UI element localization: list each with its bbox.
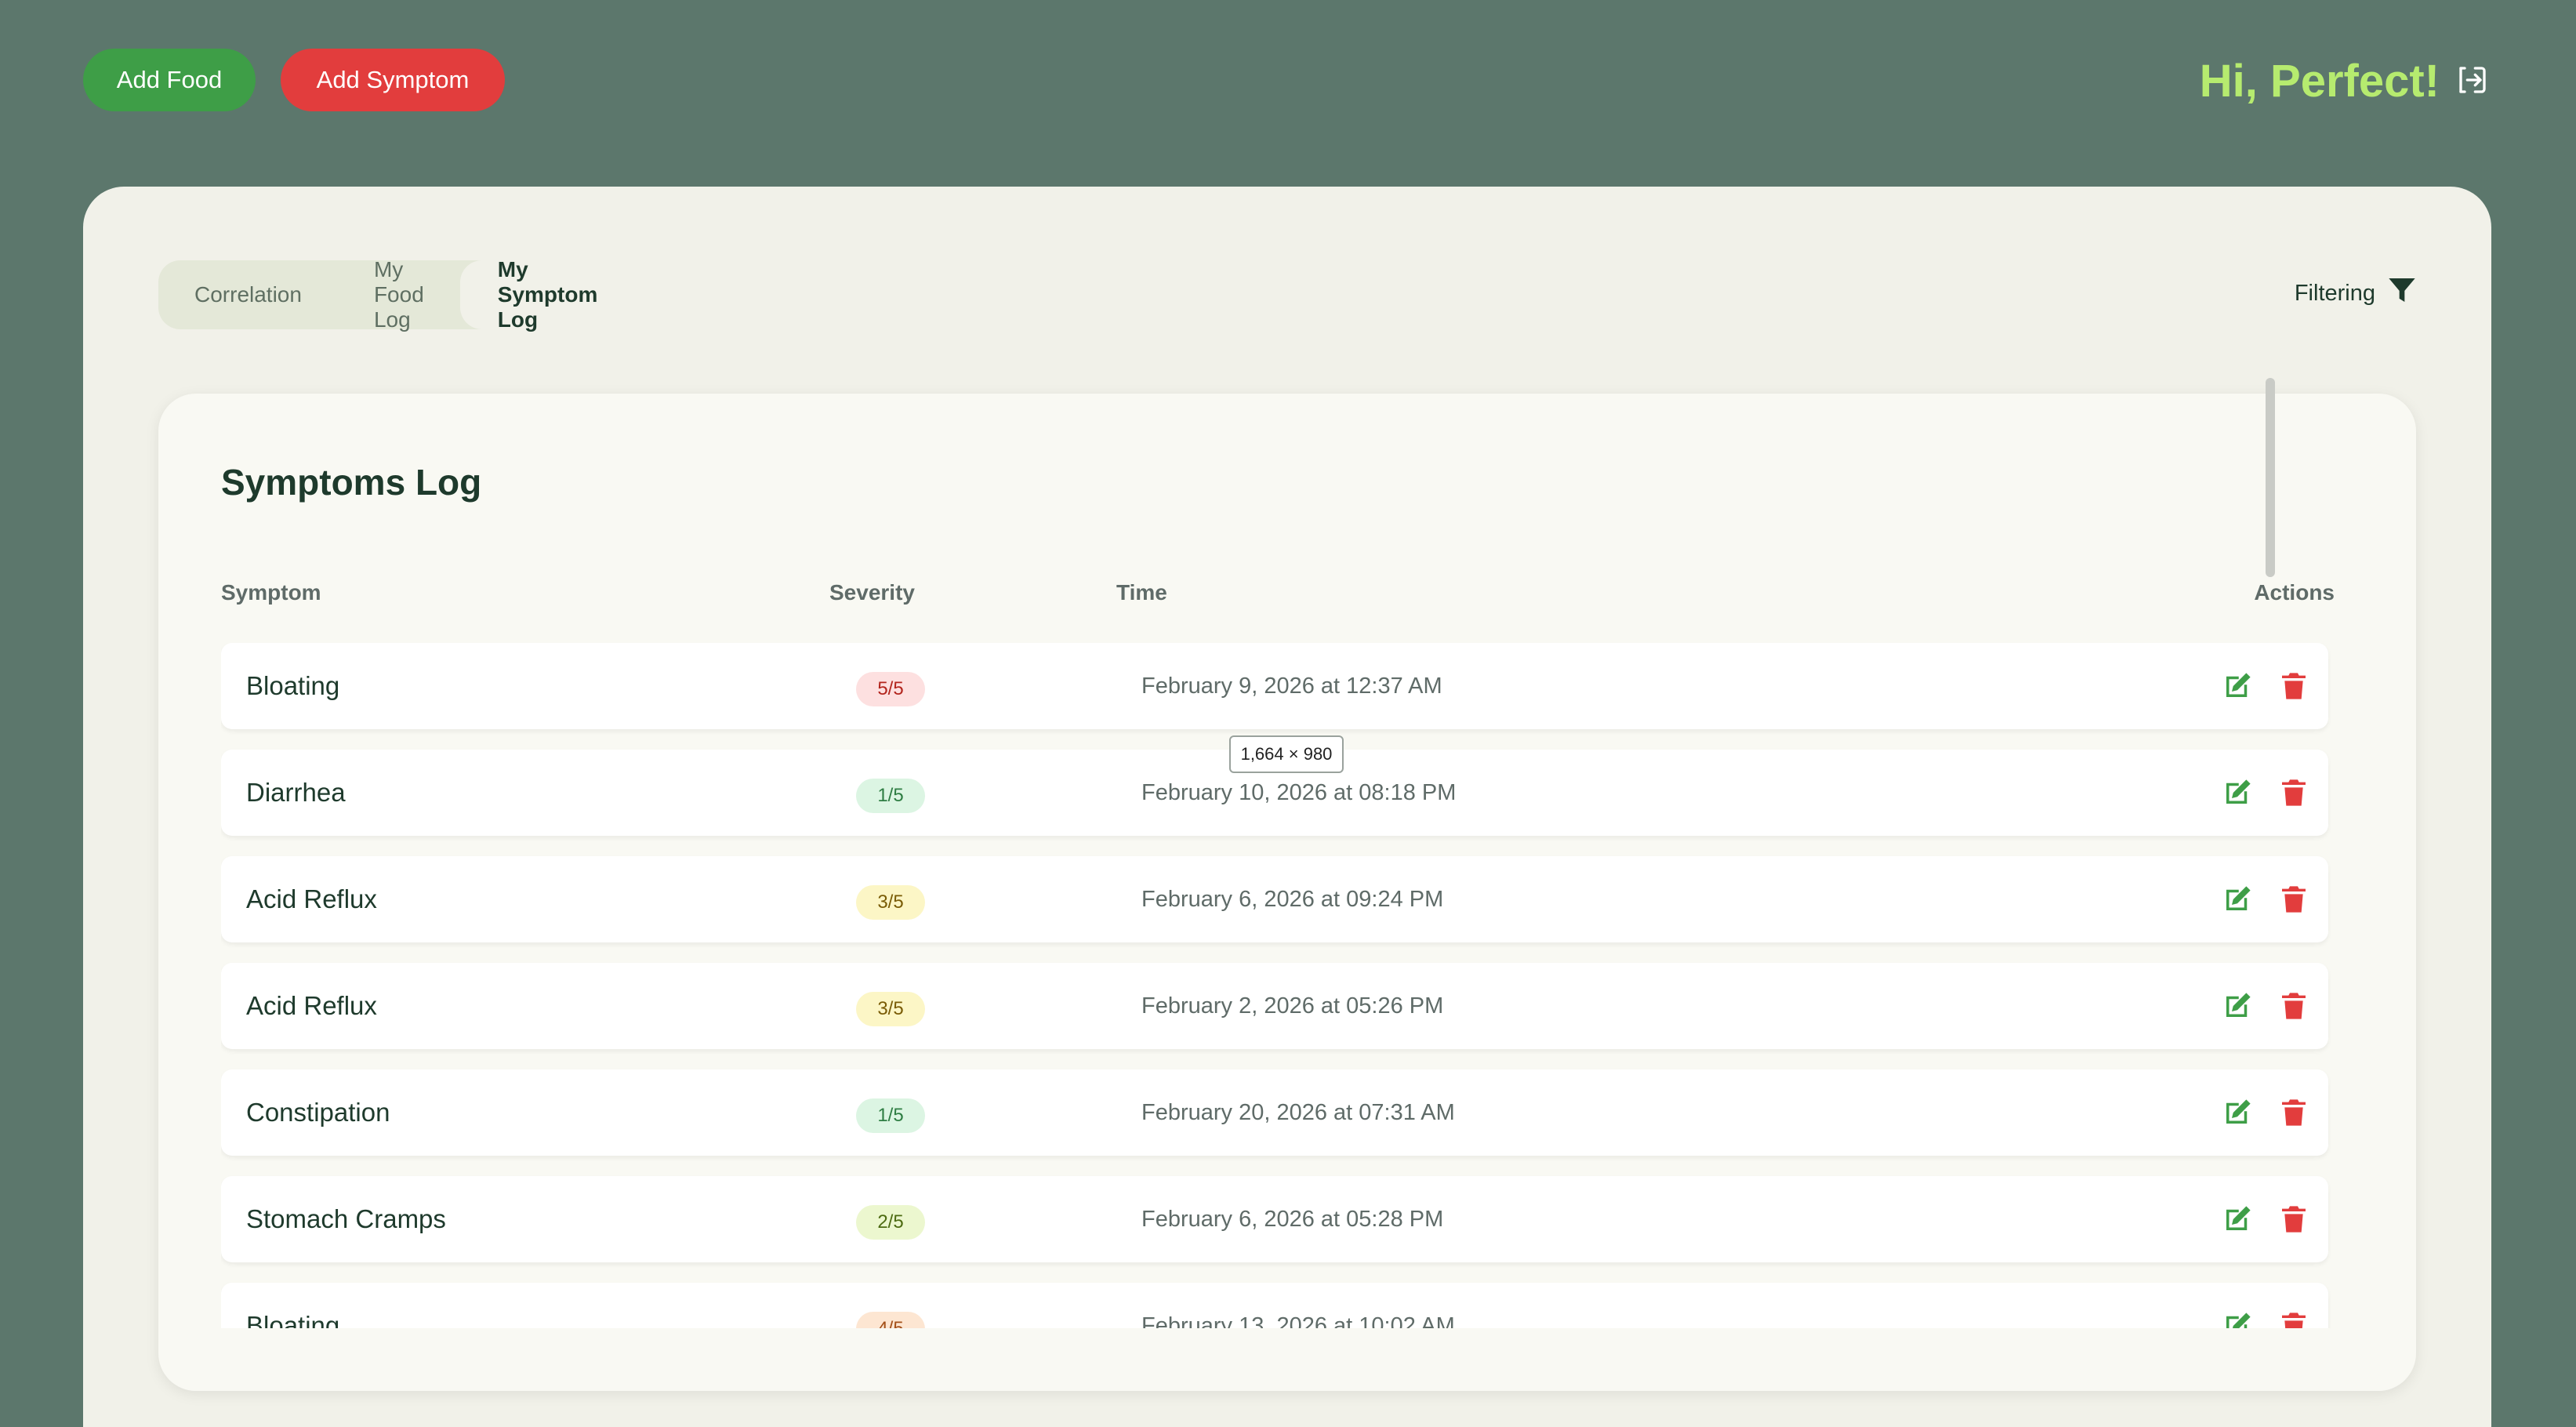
severity-badge: 3/5 — [856, 885, 925, 920]
symptom-name: Constipation — [246, 1098, 390, 1127]
edit-icon[interactable] — [2220, 882, 2255, 917]
trash-icon[interactable] — [2277, 1095, 2311, 1130]
edit-icon[interactable] — [2220, 775, 2255, 810]
table-body: Bloating 5/5 February 9, 2026 at 12:37 AM D… — [221, 643, 2335, 1328]
tab-correlation[interactable]: Correlation — [194, 282, 302, 307]
symptom-time: February 6, 2026 at 05:28 PM — [1141, 1206, 1444, 1232]
add-symptom-button[interactable]: Add Symptom — [281, 49, 505, 111]
edit-icon[interactable] — [2220, 1095, 2255, 1130]
symptom-time: February 13, 2026 at 10:02 AM — [1141, 1313, 1455, 1329]
tab-my-food-log[interactable]: My Food Log — [373, 257, 424, 332]
severity-badge: 2/5 — [856, 1205, 925, 1240]
logout-icon[interactable] — [2455, 63, 2490, 97]
main-panel: Correlation My Food Log My Symptom Log F… — [83, 187, 2491, 1427]
severity-badge: 5/5 — [856, 672, 925, 706]
tab-bar: Correlation My Food Log My Symptom Log — [158, 257, 636, 332]
table-row: Acid Reflux 3/5 February 2, 2026 at 05:26 … — [221, 963, 2328, 1049]
edit-icon[interactable] — [2220, 1309, 2255, 1328]
symptom-time: February 10, 2026 at 08:18 PM — [1141, 779, 1457, 805]
trash-icon[interactable] — [2277, 669, 2311, 703]
edit-icon[interactable] — [2220, 989, 2255, 1023]
severity-badge: 4/5 — [856, 1312, 925, 1328]
edit-icon[interactable] — [2220, 1202, 2255, 1236]
dimension-tooltip: 1,664 × 980 — [1229, 735, 1344, 773]
column-header-symptom: Symptom — [221, 580, 321, 605]
column-header-time: Time — [1116, 580, 1167, 605]
table-row: Bloating 5/5 February 9, 2026 at 12:37 AM — [221, 643, 2328, 729]
table-header: Symptom Severity Time Actions — [221, 580, 2335, 612]
add-food-button[interactable]: Add Food — [83, 49, 256, 111]
symptoms-log-card: Symptoms Log Symptom Severity Time Actio… — [158, 394, 2416, 1391]
table-row: Constipation 1/5 February 20, 2026 at 07:3… — [221, 1069, 2328, 1156]
table-row: Acid Reflux 3/5 February 6, 2026 at 09:24 … — [221, 856, 2328, 942]
symptom-name: Stomach Cramps — [246, 1204, 446, 1233]
table-row: Bloating 4/5 February 13, 2026 at 10:02 AM — [221, 1283, 2328, 1328]
severity-badge: 1/5 — [856, 779, 925, 813]
symptom-name: Bloating — [246, 671, 340, 700]
scrollbar-thumb[interactable] — [2266, 378, 2275, 577]
symptom-name: Bloating — [246, 1311, 340, 1328]
symptom-time: February 20, 2026 at 07:31 AM — [1141, 1099, 1455, 1125]
trash-icon[interactable] — [2277, 1309, 2311, 1328]
symptom-time: February 2, 2026 at 05:26 PM — [1141, 993, 1444, 1019]
filtering-button[interactable]: Filtering — [2295, 274, 2418, 312]
symptom-time: February 6, 2026 at 09:24 PM — [1141, 886, 1444, 912]
symptom-name: Diarrhea — [246, 778, 346, 807]
table-row: Stomach Cramps 2/5 February 6, 2026 at 05:… — [221, 1176, 2328, 1262]
edit-icon[interactable] — [2220, 669, 2255, 703]
symptom-time: February 9, 2026 at 12:37 AM — [1141, 673, 1442, 699]
greeting-text: Hi, Perfect! — [2199, 56, 2440, 107]
filter-funnel-icon — [2386, 274, 2418, 312]
tab-my-symptom-log[interactable]: My Symptom Log — [459, 257, 636, 332]
symptom-name: Acid Reflux — [246, 991, 377, 1020]
column-header-severity: Severity — [829, 580, 915, 605]
trash-icon[interactable] — [2277, 882, 2311, 917]
card-title: Symptoms Log — [221, 462, 482, 503]
severity-badge: 3/5 — [856, 992, 925, 1026]
trash-icon[interactable] — [2277, 775, 2311, 810]
filtering-label: Filtering — [2294, 280, 2375, 306]
table-scrollbar[interactable] — [2262, 373, 2278, 1156]
trash-icon[interactable] — [2277, 989, 2311, 1023]
trash-icon[interactable] — [2277, 1202, 2311, 1236]
severity-badge: 1/5 — [856, 1098, 925, 1133]
column-header-actions: Actions — [2254, 580, 2335, 605]
symptom-name: Acid Reflux — [246, 884, 377, 913]
